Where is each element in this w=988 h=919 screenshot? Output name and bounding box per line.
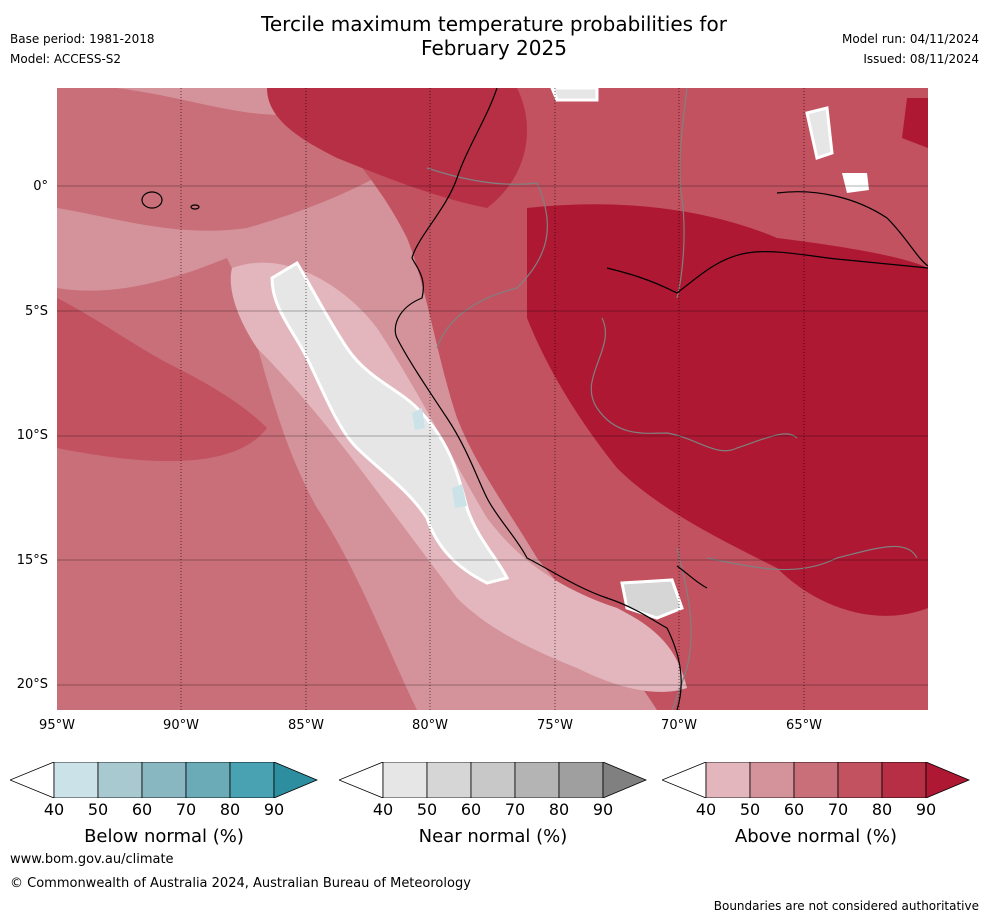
colorbar-below-normal [8,761,319,799]
lon-label-80w: 80°W [412,718,448,733]
meta-left: Base period: 1981-2018 Model: ACCESS-S2 [10,29,155,69]
base-period-text: Base period: 1981-2018 [10,32,155,46]
footer-copyright: © Commonwealth of Australia 2024, Austra… [10,876,471,891]
region-above-70-80-west [57,298,267,462]
colorbar-above-normal-svg [660,761,971,799]
map-title-line1: Tercile maximum temperature probabilitie… [261,12,727,36]
colorbar-near-tick-70: 70 [504,800,526,819]
colorbar-near-tick-80: 80 [548,800,570,819]
colorbar-near-segment-3 [470,761,516,799]
colorbar-near-segment-2 [426,761,472,799]
lon-label-65w: 65°W [786,718,822,733]
footer-disclaimer: Boundaries are not considered authoritat… [713,899,979,913]
colorbar-above-tick-70: 70 [827,800,849,819]
colorbar-near-tick-60: 60 [460,800,482,819]
colorbar-above-segment-4 [837,761,883,799]
river-amazon-north [776,191,928,267]
colorbar-above-tick-40: 40 [695,800,717,819]
river-amazon-main [606,251,928,294]
colorbar-above-segment-1 [705,761,751,799]
coastline [394,88,682,710]
galapagos-islands [141,191,163,209]
colorbar-near-segment-5 [558,761,604,799]
region-below-normal-1 [412,408,425,430]
lon-label-75w: 75°W [537,718,573,733]
colorbar-below-segment-0 [8,761,55,799]
colorbar-below-segment-3 [141,761,187,799]
colorbar-above-segment-5 [881,761,927,799]
region-below-normal-2 [452,484,467,508]
colorbar-below-segment-5 [229,761,275,799]
colorbar-near-segment-6 [602,761,648,799]
country-boundary-colombia-ecuador [426,167,548,349]
probability-map-svg [57,88,928,710]
probability-map [57,88,928,710]
lat-label-15s: 15°S [16,553,48,568]
colorbar-above-label: Above normal (%) [734,826,898,847]
lake-titicaca [676,565,708,589]
colorbar-above-segment-6 [925,761,971,799]
issued-text: Issued: 08/11/2024 [863,52,979,66]
colorbar-below-segment-1 [53,761,99,799]
lon-label-90w: 90°W [163,718,199,733]
lat-label-5s: 5°S [24,304,48,319]
colorbar-above-tick-80: 80 [871,800,893,819]
colorbar-near-segment-4 [514,761,560,799]
country-boundary-peru-brazil [590,317,798,452]
region-near-normal-north [550,88,599,102]
region-near-normal-south [620,578,684,620]
colorbar-near-label: Near normal (%) [418,826,568,847]
lat-label-10s: 10°S [16,428,48,443]
colorbar-below-tick-70: 70 [175,800,197,819]
region-white-patch [842,173,869,193]
region-above-90-northeast [902,98,928,148]
colorbar-below-tick-50: 50 [87,800,109,819]
colorbar-above-tick-60: 60 [783,800,805,819]
colorbar-near-tick-90: 90 [592,800,614,819]
country-boundary-bolivia [671,547,692,710]
colorbar-below-tick-60: 60 [131,800,153,819]
colorbar-below-segment-6 [273,761,319,799]
lat-label-0: 0° [33,179,48,194]
lat-label-20s: 20°S [16,677,48,692]
model-text: Model: ACCESS-S2 [10,52,122,66]
colorbar-above-segment-3 [793,761,839,799]
colorbar-near-segment-0 [337,761,384,799]
galapagos-island-small [190,204,200,210]
colorbar-below-segment-2 [97,761,143,799]
region-near-normal-northeast [805,106,834,160]
colorbar-near-normal-svg [337,761,648,799]
map-title-line2: February 2025 [421,36,567,60]
lon-label-85w: 85°W [288,718,324,733]
colorbar-above-segment-0 [660,761,707,799]
meta-right: Model run: 04/11/2024 Issued: 08/11/2024 [842,29,979,69]
colorbar-below-label: Below normal (%) [84,826,244,847]
colorbar-above-tick-50: 50 [739,800,761,819]
colorbar-below-normal-svg [8,761,319,799]
colorbar-above-normal [660,761,971,799]
colorbar-below-tick-80: 80 [219,800,241,819]
colorbar-near-tick-50: 50 [416,800,438,819]
country-boundary-vertical [676,88,688,299]
lon-label-95w: 95°W [39,718,75,733]
colorbar-near-normal [337,761,648,799]
colorbar-below-tick-40: 40 [43,800,65,819]
model-run-text: Model run: 04/11/2024 [841,32,979,46]
lon-label-70w: 70°W [661,718,697,733]
colorbar-below-tick-90: 90 [263,800,285,819]
colorbar-near-segment-1 [382,761,428,799]
country-boundary-south [706,545,918,571]
colorbar-above-tick-90: 90 [915,800,937,819]
map-title: Tercile maximum temperature probabilitie… [0,12,988,60]
region-near-normal-coast [270,260,510,585]
footer-url: www.bom.gov.au/climate [10,852,174,867]
colorbar-below-segment-4 [185,761,231,799]
colorbar-above-segment-2 [749,761,795,799]
region-above-90-east [527,204,928,616]
colorbar-near-tick-40: 40 [372,800,394,819]
